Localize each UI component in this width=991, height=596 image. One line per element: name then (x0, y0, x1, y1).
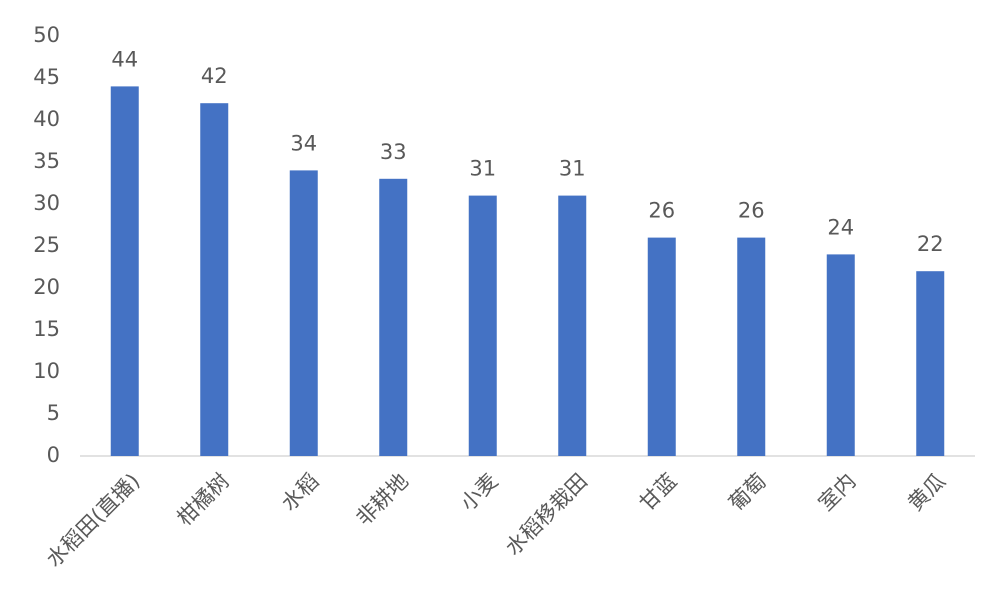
value-label: 31 (559, 157, 586, 181)
x-tick-label: 黄瓜 (903, 469, 950, 516)
y-tick-label: 40 (33, 107, 60, 131)
x-tick-label: 室内 (814, 469, 861, 516)
bar (110, 86, 139, 457)
value-label: 24 (827, 215, 854, 239)
y-tick-label: 5 (47, 401, 60, 425)
y-tick-label: 35 (33, 149, 60, 173)
x-tick-label: 水稻移栽田 (501, 469, 592, 560)
value-label: 31 (469, 157, 496, 181)
value-label: 34 (290, 131, 317, 155)
bar (558, 195, 587, 456)
y-tick-label: 10 (33, 359, 60, 383)
x-tick-label: 柑橘树 (173, 469, 235, 531)
bar (647, 237, 676, 456)
x-tick-label: 水稻田(直播) (42, 469, 145, 572)
value-label: 42 (201, 64, 228, 88)
value-label: 26 (738, 199, 765, 223)
bar (916, 271, 945, 456)
bar (289, 170, 318, 456)
x-tick-label: 甘蓝 (635, 469, 682, 516)
bar (737, 237, 766, 456)
value-label: 26 (648, 199, 675, 223)
value-label: 22 (917, 232, 944, 256)
y-tick-label: 25 (33, 233, 60, 257)
bar (826, 254, 855, 456)
bar (200, 103, 229, 456)
x-tick-label: 小麦 (456, 469, 503, 516)
x-tick-label: 水稻 (277, 469, 324, 516)
y-tick-label: 45 (33, 65, 60, 89)
y-tick-label: 15 (33, 317, 60, 341)
x-tick-label: 非耕地 (352, 469, 414, 531)
y-tick-label: 50 (33, 23, 60, 47)
bar (379, 178, 408, 457)
y-tick-label: 0 (47, 443, 60, 467)
value-label: 33 (380, 140, 407, 164)
value-label: 44 (111, 47, 138, 71)
y-tick-label: 30 (33, 191, 60, 215)
x-tick-label: 葡萄 (724, 469, 771, 516)
y-tick-label: 20 (33, 275, 60, 299)
bar (468, 195, 497, 456)
